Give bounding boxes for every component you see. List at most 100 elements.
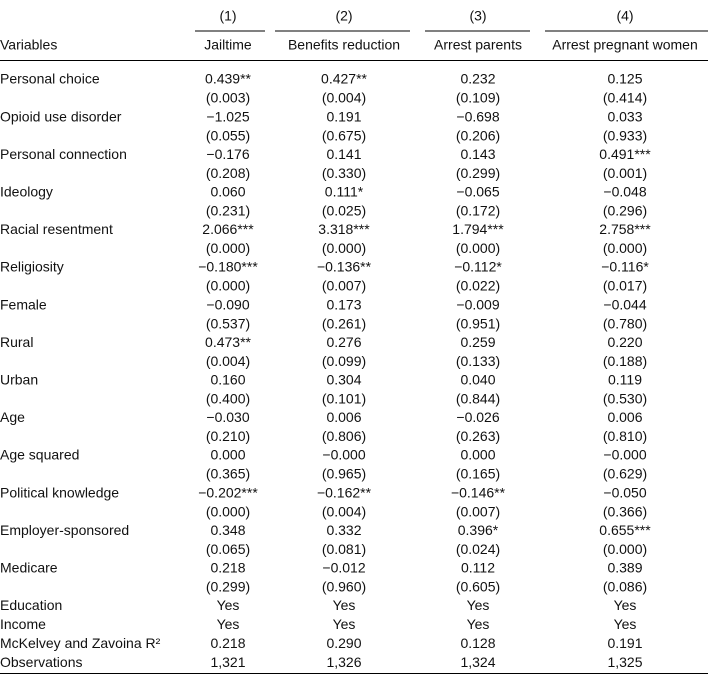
footer-value: Yes: [614, 616, 637, 632]
p-value: (0.261): [322, 315, 366, 331]
p-value: (0.414): [603, 90, 647, 106]
p-value: (0.000): [206, 503, 250, 519]
footer-value: Yes: [333, 616, 356, 632]
coefficient: 0.232: [460, 71, 495, 87]
coefficient: 0.473**: [205, 334, 251, 350]
row-label: Medicare: [0, 560, 58, 576]
coefficient: −0.162**: [317, 484, 372, 500]
p-value: (0.960): [322, 579, 366, 595]
row-label: Religiosity: [0, 259, 64, 275]
p-value: (0.537): [206, 315, 250, 331]
p-value: (0.101): [322, 391, 366, 407]
column-number: (1): [219, 8, 236, 24]
p-value: (0.780): [603, 315, 647, 331]
p-value: (0.366): [603, 503, 647, 519]
coefficient: −0.030: [206, 409, 249, 425]
footer-value: Yes: [467, 597, 490, 613]
p-value: (0.231): [206, 203, 250, 219]
row-label: Observations: [0, 654, 82, 670]
footer-value: Yes: [614, 597, 637, 613]
coefficient: 0.332: [326, 522, 361, 538]
row-label: Personal connection: [0, 146, 127, 162]
row-label: Education: [0, 597, 62, 613]
p-value: (0.400): [206, 391, 250, 407]
coefficient: −1.025: [206, 108, 249, 124]
p-value: (0.000): [206, 240, 250, 256]
p-value: (0.806): [322, 428, 366, 444]
row-label: Opioid use disorder: [0, 108, 122, 124]
coefficient: 0.006: [607, 409, 642, 425]
stub-header: Variables: [0, 37, 57, 53]
p-value: (0.086): [603, 579, 647, 595]
p-value: (0.004): [322, 503, 366, 519]
coefficient: 0.160: [210, 372, 245, 388]
coefficient: −0.065: [456, 184, 499, 200]
p-value: (0.000): [322, 240, 366, 256]
coefficient: −0.026: [456, 409, 499, 425]
footer-value: 1,325: [607, 654, 642, 670]
p-value: (0.330): [322, 165, 366, 181]
p-value: (0.099): [322, 353, 366, 369]
row-label: Ideology: [0, 184, 53, 200]
p-value: (0.208): [206, 165, 250, 181]
coefficient: −0.009: [456, 296, 499, 312]
coefficient: −0.044: [603, 296, 646, 312]
row-label: Age squared: [0, 447, 79, 463]
row-label: Political knowledge: [0, 484, 119, 500]
coefficient: 0.173: [326, 296, 361, 312]
p-value: (0.055): [206, 127, 250, 143]
coefficient: 0.000: [460, 447, 495, 463]
coefficient: 0.655***: [599, 522, 651, 538]
footer-value: 1,324: [460, 654, 495, 670]
p-value: (0.629): [603, 466, 647, 482]
p-value: (0.081): [322, 541, 366, 557]
coefficient: 0.439**: [205, 71, 251, 87]
coefficient: −0.050: [603, 484, 646, 500]
coefficient: 0.491***: [599, 146, 651, 162]
coefficient: −0.146**: [451, 484, 506, 500]
p-value: (0.109): [456, 90, 500, 106]
coefficient: 0.033: [607, 108, 642, 124]
row-label: Racial resentment: [0, 221, 113, 237]
coefficient: 0.125: [607, 71, 642, 87]
p-value: (0.844): [456, 391, 500, 407]
coefficient: −0.012: [322, 560, 365, 576]
p-value: (0.025): [322, 203, 366, 219]
row-label: Personal choice: [0, 71, 100, 87]
row-label: Income: [0, 616, 46, 632]
coefficient: −0.136**: [317, 259, 372, 275]
p-value: (0.003): [206, 90, 250, 106]
p-value: (0.188): [603, 353, 647, 369]
row-label: Employer-sponsored: [0, 522, 129, 538]
coefficient: 0.218: [210, 560, 245, 576]
column-label: Jailtime: [204, 37, 252, 53]
p-value: (0.165): [456, 466, 500, 482]
row-label: Age: [0, 409, 25, 425]
coefficient: −0.202***: [198, 484, 258, 500]
p-value: (0.017): [603, 278, 647, 294]
p-value: (0.263): [456, 428, 500, 444]
p-value: (0.530): [603, 391, 647, 407]
footer-value: 0.290: [326, 635, 361, 651]
coefficient: −0.180***: [198, 259, 258, 275]
coefficient: −0.000: [603, 447, 646, 463]
p-value: (0.605): [456, 579, 500, 595]
coefficient: 0.060: [210, 184, 245, 200]
coefficient: 0.006: [326, 409, 361, 425]
p-value: (0.133): [456, 353, 500, 369]
coefficient: 0.427**: [321, 71, 367, 87]
coefficient: 0.389: [607, 560, 642, 576]
column-number: (2): [335, 8, 352, 24]
coefficient: 3.318***: [318, 221, 370, 237]
coefficient: −0.176: [206, 146, 249, 162]
coefficient: −0.112*: [454, 259, 502, 275]
footer-value: Yes: [217, 597, 240, 613]
p-value: (0.007): [322, 278, 366, 294]
coefficient: −0.116*: [601, 259, 649, 275]
p-value: (0.004): [206, 353, 250, 369]
coefficient: 0.119: [608, 372, 642, 388]
column-number: (3): [469, 8, 486, 24]
footer-value: 0.128: [460, 635, 495, 651]
coefficient: −0.698: [456, 108, 499, 124]
